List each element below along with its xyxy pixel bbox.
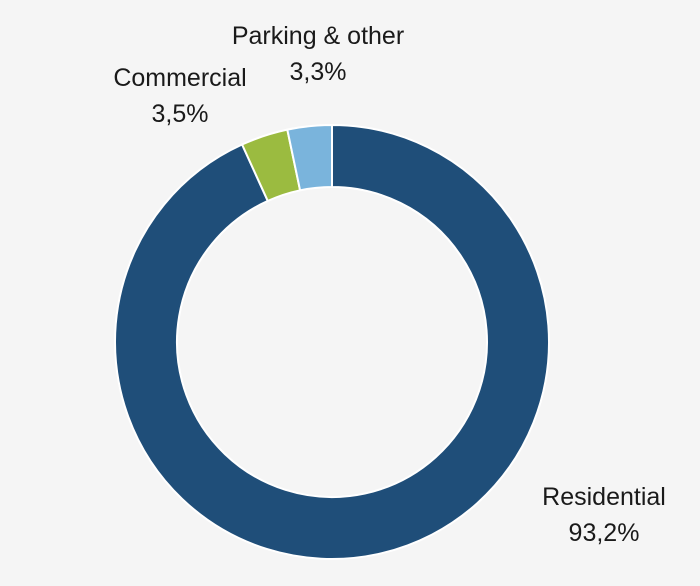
slice-residential	[114, 123, 550, 560]
label-residential-name: Residential	[542, 483, 666, 511]
label-residential-value: 93,2%	[569, 519, 640, 547]
label-parking-name: Parking & other	[232, 22, 404, 50]
label-commercial-value: 3,5%	[152, 100, 209, 128]
slice-parking-other	[286, 123, 333, 192]
label-parking-value: 3,3%	[290, 58, 347, 86]
donut-slices	[114, 123, 550, 560]
label-commercial-name: Commercial	[113, 64, 246, 92]
